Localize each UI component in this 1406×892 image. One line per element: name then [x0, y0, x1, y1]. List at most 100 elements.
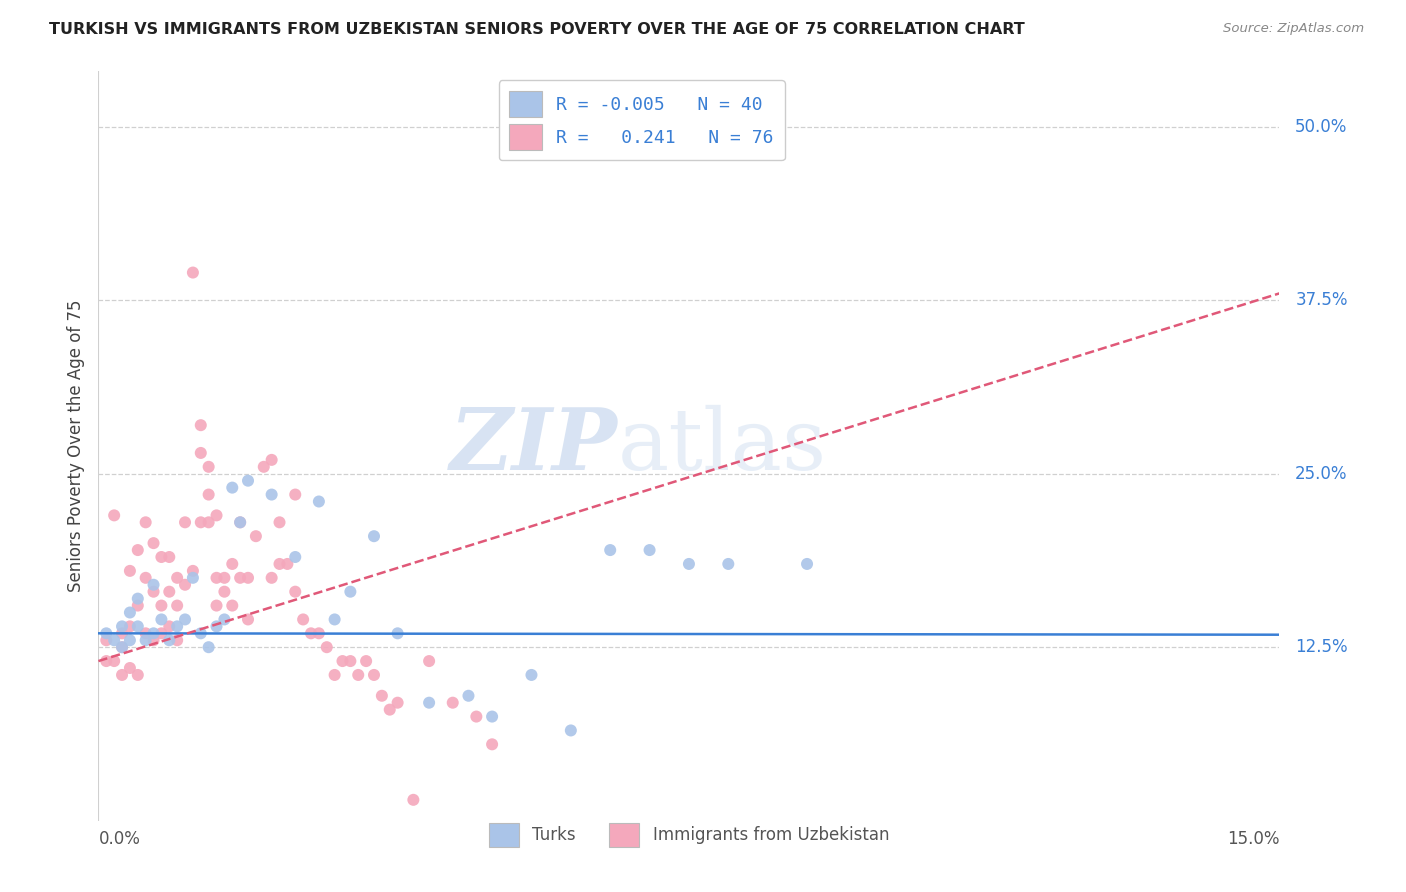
- Point: [323, 612, 346, 626]
- Point: [96, 626, 118, 640]
- Point: [135, 633, 157, 648]
- Point: [796, 557, 818, 571]
- Point: [236, 474, 259, 488]
- Point: [174, 516, 197, 530]
- Point: [157, 584, 180, 599]
- Point: [260, 453, 283, 467]
- Point: [308, 494, 330, 508]
- Point: [135, 516, 157, 530]
- Point: [103, 654, 125, 668]
- Point: [205, 599, 228, 613]
- Point: [363, 668, 385, 682]
- Point: [387, 696, 409, 710]
- Point: [323, 668, 346, 682]
- Point: [111, 640, 134, 655]
- Text: TURKISH VS IMMIGRANTS FROM UZBEKISTAN SENIORS POVERTY OVER THE AGE OF 75 CORRELA: TURKISH VS IMMIGRANTS FROM UZBEKISTAN SE…: [49, 22, 1025, 37]
- Point: [190, 516, 212, 530]
- Point: [292, 612, 315, 626]
- Point: [214, 571, 236, 585]
- Point: [181, 266, 204, 280]
- Point: [269, 516, 291, 530]
- Legend: Turks, Immigrants from Uzbekistan: Turks, Immigrants from Uzbekistan: [482, 816, 896, 854]
- Text: 15.0%: 15.0%: [1227, 830, 1279, 847]
- Point: [103, 633, 125, 648]
- Point: [197, 487, 219, 501]
- Point: [157, 633, 180, 648]
- Point: [111, 640, 134, 655]
- Point: [214, 612, 236, 626]
- Point: [150, 599, 173, 613]
- Point: [253, 459, 276, 474]
- Point: [118, 619, 141, 633]
- Text: 12.5%: 12.5%: [1295, 638, 1348, 657]
- Point: [142, 633, 165, 648]
- Point: [157, 549, 180, 564]
- Point: [118, 606, 141, 620]
- Point: [371, 689, 394, 703]
- Point: [214, 584, 236, 599]
- Point: [166, 571, 188, 585]
- Point: [127, 619, 149, 633]
- Point: [236, 612, 259, 626]
- Point: [315, 640, 337, 655]
- Point: [142, 536, 165, 550]
- Point: [190, 626, 212, 640]
- Point: [221, 481, 243, 495]
- Point: [190, 446, 212, 460]
- Point: [457, 689, 479, 703]
- Point: [354, 654, 377, 668]
- Point: [236, 571, 259, 585]
- Point: [111, 619, 134, 633]
- Point: [197, 516, 219, 530]
- Point: [118, 633, 141, 648]
- Point: [205, 508, 228, 523]
- Text: ZIP: ZIP: [450, 404, 619, 488]
- Point: [96, 633, 118, 648]
- Point: [378, 703, 401, 717]
- Point: [118, 564, 141, 578]
- Text: 50.0%: 50.0%: [1295, 118, 1347, 136]
- Point: [339, 584, 361, 599]
- Point: [387, 626, 409, 640]
- Text: Source: ZipAtlas.com: Source: ZipAtlas.com: [1223, 22, 1364, 36]
- Point: [127, 591, 149, 606]
- Point: [465, 709, 488, 723]
- Point: [181, 564, 204, 578]
- Point: [260, 487, 283, 501]
- Point: [284, 487, 307, 501]
- Point: [166, 633, 188, 648]
- Point: [332, 654, 354, 668]
- Point: [135, 626, 157, 640]
- Point: [638, 543, 661, 558]
- Text: 0.0%: 0.0%: [98, 830, 141, 847]
- Point: [205, 571, 228, 585]
- Point: [221, 557, 243, 571]
- Point: [111, 668, 134, 682]
- Point: [127, 599, 149, 613]
- Point: [481, 737, 503, 751]
- Point: [402, 793, 425, 807]
- Point: [717, 557, 740, 571]
- Point: [127, 668, 149, 682]
- Point: [481, 709, 503, 723]
- Point: [441, 696, 464, 710]
- Point: [347, 668, 370, 682]
- Point: [135, 571, 157, 585]
- Point: [127, 543, 149, 558]
- Point: [229, 571, 252, 585]
- Point: [96, 654, 118, 668]
- Point: [142, 584, 165, 599]
- Text: 37.5%: 37.5%: [1295, 292, 1348, 310]
- Point: [599, 543, 621, 558]
- Point: [276, 557, 298, 571]
- Y-axis label: Seniors Poverty Over the Age of 75: Seniors Poverty Over the Age of 75: [66, 300, 84, 592]
- Point: [560, 723, 582, 738]
- Point: [142, 578, 165, 592]
- Point: [269, 557, 291, 571]
- Point: [190, 418, 212, 433]
- Point: [229, 516, 252, 530]
- Point: [166, 599, 188, 613]
- Point: [150, 626, 173, 640]
- Point: [260, 571, 283, 585]
- Point: [142, 626, 165, 640]
